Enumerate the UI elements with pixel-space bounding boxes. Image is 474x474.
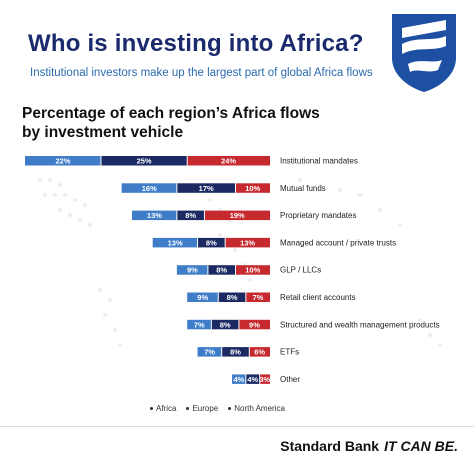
bar-segment-north-america (187, 156, 270, 166)
legend-item-africa: Africa (150, 404, 176, 413)
legend-label-north-america: North America (234, 404, 285, 413)
footer-slogan: IT CAN BE. (384, 438, 458, 454)
data-label: 24% (221, 157, 236, 166)
footer-branding: Standard Bank IT CAN BE. (280, 438, 458, 454)
bar-segment-europe (197, 237, 226, 248)
data-label: 13% (168, 238, 183, 247)
data-label: 17% (199, 184, 214, 193)
data-label: 9% (197, 293, 208, 302)
category-label: Managed account / private trusts (280, 238, 396, 247)
category-label: Institutional mandates (280, 157, 358, 166)
data-label: 3% (259, 375, 270, 384)
chart-title: Percentage of each region’s Africa flows… (22, 104, 320, 142)
bar-segment-africa (197, 347, 222, 357)
legend-label-africa: Africa (156, 404, 177, 413)
bar-segment-africa (25, 156, 101, 166)
data-label: 8% (206, 238, 217, 247)
bar-segment-north-america (259, 374, 270, 384)
data-label: 8% (185, 211, 196, 220)
footer-brand: Standard Bank (280, 438, 380, 454)
bar-segment-north-america (245, 292, 270, 302)
legend-item-europe: Europe (186, 404, 218, 413)
bar-segment-europe (100, 156, 188, 166)
legend-label-europe: Europe (192, 404, 219, 413)
data-label: 19% (230, 211, 245, 220)
data-label: 16% (142, 184, 157, 193)
bar-segment-north-america (235, 265, 270, 275)
data-label: 8% (230, 348, 241, 357)
page-title: Who is investing into Africa? (28, 30, 364, 57)
chart-title-line1: Percentage of each region’s Africa flows (22, 105, 320, 122)
bar-segment-europe (176, 210, 205, 221)
category-label: ETFs (280, 348, 299, 357)
bar-segment-europe (207, 265, 236, 275)
bar-segment-europe (176, 183, 236, 193)
bar-segment-europe (211, 319, 239, 330)
bar-segment-north-america (204, 210, 270, 221)
legend-dot-africa-icon (150, 407, 153, 410)
bar-segment-north-america (235, 183, 270, 193)
bar-segment-africa (187, 319, 212, 330)
category-label: Structured and wealth management product… (280, 320, 440, 329)
data-label: 4% (234, 375, 245, 384)
data-label: 13% (147, 211, 162, 220)
data-label: 10% (245, 184, 260, 193)
bar-segment-africa (232, 374, 246, 384)
category-label: GLP / LLCs (280, 266, 321, 275)
data-label: 6% (254, 348, 265, 357)
bar-segment-africa (176, 265, 208, 275)
stacked-bar-chart: 22% 25% 24% Institutional mandates 16% 17% 10%… (25, 156, 440, 384)
legend-item-north-america: North America (228, 404, 285, 413)
data-label: 10% (245, 266, 260, 275)
bar-segment-africa (187, 292, 219, 302)
legend-dot-europe-icon (186, 407, 190, 410)
bar-segment-north-america (238, 319, 270, 330)
bar-segment-europe (221, 347, 250, 357)
category-label: Retail client accounts (280, 293, 356, 302)
data-label: 4% (247, 375, 258, 384)
standard-bank-shield-logo (392, 14, 456, 92)
data-label: 8% (227, 293, 238, 302)
data-label: 9% (187, 266, 198, 275)
bar-segment-north-america (249, 347, 270, 357)
bar-segment-europe (218, 292, 246, 302)
category-label: Mutual funds (280, 184, 326, 193)
category-label: Proprietary mandates (280, 211, 356, 220)
page-subtitle: Institutional investors make up the larg… (30, 67, 373, 79)
bar-segment-africa (121, 183, 177, 193)
bar-segment-africa (132, 210, 177, 221)
data-label: 25% (137, 157, 152, 166)
data-label: 7% (253, 293, 264, 302)
chart-title-line2: by investment vehicle (22, 124, 184, 141)
footer-divider (0, 426, 474, 427)
bar-segment-europe (245, 374, 260, 384)
category-label: Other (280, 375, 300, 384)
data-label: 22% (55, 157, 70, 166)
chart-legend: Africa Europe North America (150, 404, 285, 413)
data-label: 7% (194, 320, 205, 329)
legend-dot-north-america-icon (228, 407, 232, 410)
data-label: 7% (204, 348, 215, 357)
bar-segment-north-america (225, 237, 270, 248)
data-label: 8% (220, 320, 231, 329)
bar-segment-africa (152, 237, 198, 248)
data-label: 9% (249, 320, 260, 329)
data-label: 13% (240, 238, 255, 247)
data-label: 8% (216, 266, 227, 275)
